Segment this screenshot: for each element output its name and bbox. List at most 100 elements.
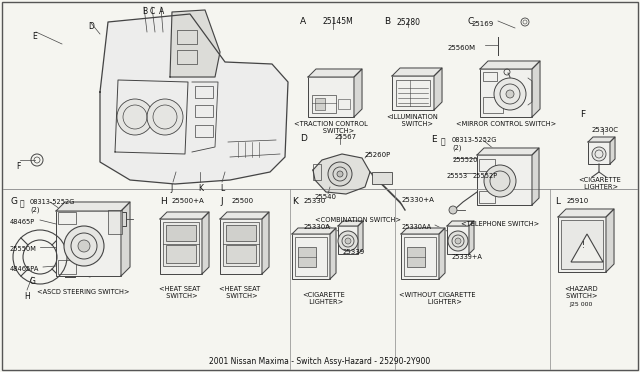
Text: A: A (300, 17, 306, 26)
Polygon shape (292, 228, 336, 234)
Bar (315, 98, 325, 110)
Polygon shape (262, 212, 269, 274)
Text: <ASCD STEERING SWITCH>: <ASCD STEERING SWITCH> (36, 289, 129, 295)
Polygon shape (532, 61, 540, 117)
Polygon shape (401, 228, 445, 234)
Text: !: ! (582, 241, 584, 250)
Text: F: F (580, 110, 585, 119)
Bar (313, 164, 321, 180)
Bar (160, 219, 202, 274)
Text: Ⓢ: Ⓢ (441, 137, 445, 146)
Text: 08313-5252G: 08313-5252G (452, 137, 497, 143)
Text: 25910: 25910 (567, 198, 589, 204)
Text: <HAZARD
 SWITCH>: <HAZARD SWITCH> (564, 286, 598, 299)
Bar (558, 217, 606, 272)
Polygon shape (358, 221, 363, 254)
Polygon shape (447, 221, 474, 226)
Bar (308, 77, 354, 117)
Text: <WITHOUT CIGARETTE
       LIGHTER>: <WITHOUT CIGARETTE LIGHTER> (399, 292, 476, 305)
Text: 25145M: 25145M (323, 17, 354, 26)
Polygon shape (308, 69, 362, 77)
Bar (177, 50, 197, 64)
Polygon shape (477, 148, 539, 155)
Circle shape (345, 238, 351, 244)
Bar (292, 234, 330, 279)
Bar (477, 155, 532, 205)
Polygon shape (571, 234, 603, 262)
Bar (404, 237, 436, 276)
Bar (298, 247, 316, 267)
Text: 25339+A: 25339+A (452, 254, 483, 260)
Circle shape (328, 162, 352, 186)
Circle shape (506, 90, 514, 98)
Circle shape (337, 171, 343, 177)
Circle shape (494, 78, 526, 110)
Text: K: K (292, 197, 298, 206)
Bar (588, 142, 610, 164)
Circle shape (147, 99, 183, 135)
Bar (195, 105, 213, 117)
Text: Ⓢ: Ⓢ (20, 199, 24, 208)
Bar (108, 210, 122, 234)
Bar (195, 86, 213, 98)
Bar (166, 225, 196, 241)
Text: <ILLUMINATION
     SWITCH>: <ILLUMINATION SWITCH> (386, 114, 438, 127)
Bar (372, 172, 392, 184)
Text: G: G (10, 197, 17, 206)
Bar (177, 30, 197, 44)
Polygon shape (56, 202, 130, 211)
Bar (58, 260, 76, 274)
Polygon shape (480, 61, 540, 69)
Text: D: D (88, 22, 94, 31)
Bar (220, 219, 262, 274)
Polygon shape (160, 212, 209, 219)
Bar (561, 220, 603, 269)
Circle shape (455, 238, 461, 244)
Polygon shape (469, 221, 474, 254)
Text: H: H (24, 292, 29, 301)
Text: 25330C: 25330C (592, 127, 619, 133)
Bar (483, 72, 497, 81)
Polygon shape (558, 209, 614, 217)
Text: 25500+A: 25500+A (172, 198, 205, 204)
Polygon shape (202, 212, 209, 274)
Text: 25169: 25169 (472, 21, 494, 27)
Polygon shape (100, 14, 288, 184)
Text: 25500: 25500 (232, 198, 254, 204)
Text: <HEAT SEAT
  SWITCH>: <HEAT SEAT SWITCH> (159, 286, 200, 299)
Text: <TELEPHONE SWITCH>: <TELEPHONE SWITCH> (461, 221, 539, 227)
Bar (195, 125, 213, 137)
Text: <CIGARETTE
  LIGHTER>: <CIGARETTE LIGHTER> (303, 292, 346, 305)
Bar (483, 97, 503, 113)
Bar (295, 237, 327, 276)
Text: 25552P: 25552P (473, 173, 499, 179)
Polygon shape (170, 10, 220, 77)
Polygon shape (220, 212, 269, 219)
Text: D: D (300, 134, 307, 143)
Circle shape (78, 240, 90, 252)
Text: 25330+A: 25330+A (402, 197, 435, 203)
Text: <CIGARETTE
 LIGHTER>: <CIGARETTE LIGHTER> (579, 177, 621, 190)
Polygon shape (338, 221, 363, 226)
Text: L: L (220, 184, 224, 193)
Text: C: C (468, 17, 474, 26)
Bar (223, 222, 259, 266)
Text: H: H (160, 197, 167, 206)
Text: <TRACTION CONTROL
       SWITCH>: <TRACTION CONTROL SWITCH> (294, 121, 368, 134)
Text: K: K (198, 184, 203, 193)
Circle shape (448, 231, 468, 251)
Bar (226, 245, 256, 263)
Text: G: G (30, 277, 36, 286)
Bar (338, 99, 350, 109)
Text: C: C (150, 7, 156, 16)
Polygon shape (439, 228, 445, 279)
Text: 25550M: 25550M (10, 246, 37, 252)
Bar (479, 159, 495, 171)
Text: B: B (384, 17, 390, 26)
Text: 255520: 255520 (453, 157, 479, 163)
Text: (2): (2) (452, 144, 461, 151)
Circle shape (64, 226, 104, 266)
Text: 25567: 25567 (335, 134, 357, 140)
Bar (401, 234, 439, 279)
Text: B: B (142, 7, 147, 16)
